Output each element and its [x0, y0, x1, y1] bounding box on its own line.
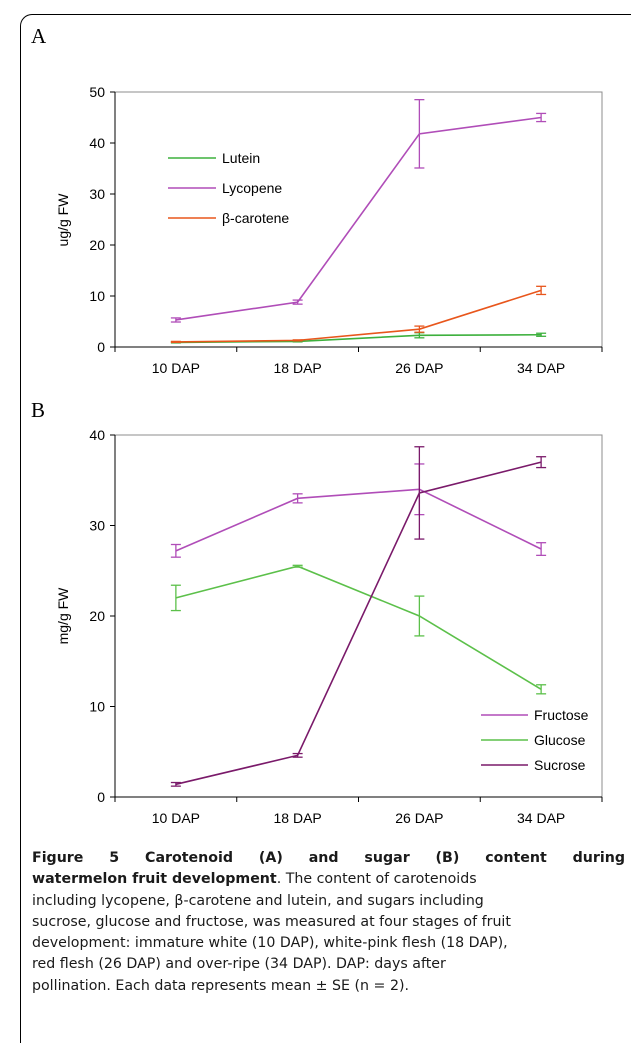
caption-body-start: . The content of carotenoids — [276, 871, 477, 888]
legend-label: Lutein — [222, 150, 260, 166]
panel-a-label: A — [31, 24, 47, 48]
y-tick-label: 20 — [89, 237, 105, 253]
x-tick-label: 18 DAP — [274, 810, 322, 826]
y-tick-label: 50 — [89, 84, 105, 100]
x-tick-label: 10 DAP — [152, 360, 200, 376]
caption-title-line: Figure 5 Carotenoid (A) and sugar (B) co… — [32, 848, 625, 869]
panel-b-label: B — [31, 398, 46, 422]
legend-label: Lycopene — [222, 180, 282, 196]
y-axis-label: mg/g FW — [55, 587, 71, 645]
plot-area — [114, 434, 603, 798]
legend-label: Glucose — [534, 732, 586, 748]
x-tick-label: 34 DAP — [517, 810, 565, 826]
y-tick-label: 40 — [89, 427, 105, 443]
y-tick-label: 0 — [97, 339, 105, 355]
series-line — [175, 565, 542, 690]
legend-label: Sucrose — [534, 757, 586, 773]
x-tick-label: 18 DAP — [274, 360, 322, 376]
series-line — [175, 116, 542, 321]
caption-line-5: development: immature white (10 DAP), wh… — [32, 935, 508, 952]
caption-title: Figure 5 Carotenoid (A) and sugar (B) co… — [32, 850, 625, 866]
legend-label: β-carotene — [222, 210, 289, 226]
y-axis-label: ug/g FW — [55, 193, 71, 247]
caption-line-4: sucrose, glucose and fructose, was measu… — [32, 913, 511, 930]
series-line — [175, 461, 542, 786]
caption-title-end: watermelon fruit development — [32, 871, 277, 888]
y-tick-label: 10 — [89, 699, 105, 715]
caption-line-2: watermelon fruit development. The conten… — [32, 869, 625, 890]
y-tick-label: 30 — [89, 186, 105, 202]
caption-line-7: pollination. Each data represents mean ±… — [32, 977, 410, 994]
y-tick-label: 20 — [89, 608, 105, 624]
y-tick-label: 30 — [89, 518, 105, 534]
figure-frame — [20, 14, 631, 1043]
x-tick-label: 26 DAP — [395, 810, 443, 826]
x-tick-label: 26 DAP — [395, 360, 443, 376]
series-line — [175, 488, 542, 552]
caption-line-3: including lycopene, β-carotene and lutei… — [32, 892, 484, 909]
series-line — [175, 289, 542, 343]
x-tick-label: 10 DAP — [152, 810, 200, 826]
y-tick-label: 0 — [97, 789, 105, 805]
figure-caption: Figure 5 Carotenoid (A) and sugar (B) co… — [32, 848, 625, 997]
y-tick-label: 10 — [89, 288, 105, 304]
x-tick-label: 34 DAP — [517, 360, 565, 376]
y-tick-label: 40 — [89, 135, 105, 151]
caption-line-6: red flesh (26 DAP) and over-ripe (34 DAP… — [32, 956, 446, 973]
legend-label: Fructose — [534, 707, 589, 723]
